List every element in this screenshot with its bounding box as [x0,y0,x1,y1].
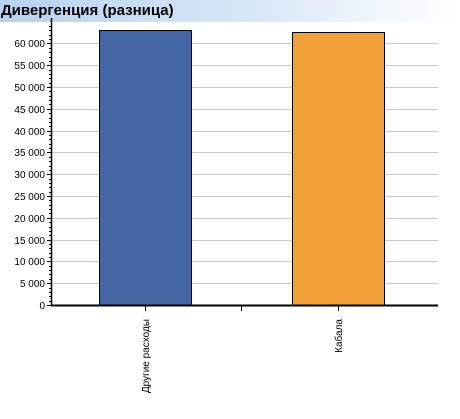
chart-title: Дивергенция (разница) [1,2,174,19]
x-tick-label: Кабала [333,319,345,353]
chart-header: Дивергенция (разница) [0,0,460,22]
y-tick-label: 20 000 [14,214,45,225]
y-tick-label: 50 000 [14,83,45,94]
bar [292,32,385,306]
y-tick-label: 55 000 [14,61,45,72]
y-tick-label: 40 000 [14,127,45,138]
y-tick-label: 0 [39,301,45,312]
bar [99,30,192,306]
y-tick-label: 30 000 [14,170,45,181]
y-tick-label: 25 000 [14,192,45,203]
y-tick-label: 15 000 [14,236,45,247]
y-tick-label: 10 000 [14,257,45,268]
y-tick-label: 60 000 [14,39,45,50]
y-tick-label: 35 000 [14,148,45,159]
y-tick-label: 5 000 [20,279,45,290]
x-tick-label: Другие расходы [141,319,152,393]
y-tick-label: 45 000 [14,105,45,116]
